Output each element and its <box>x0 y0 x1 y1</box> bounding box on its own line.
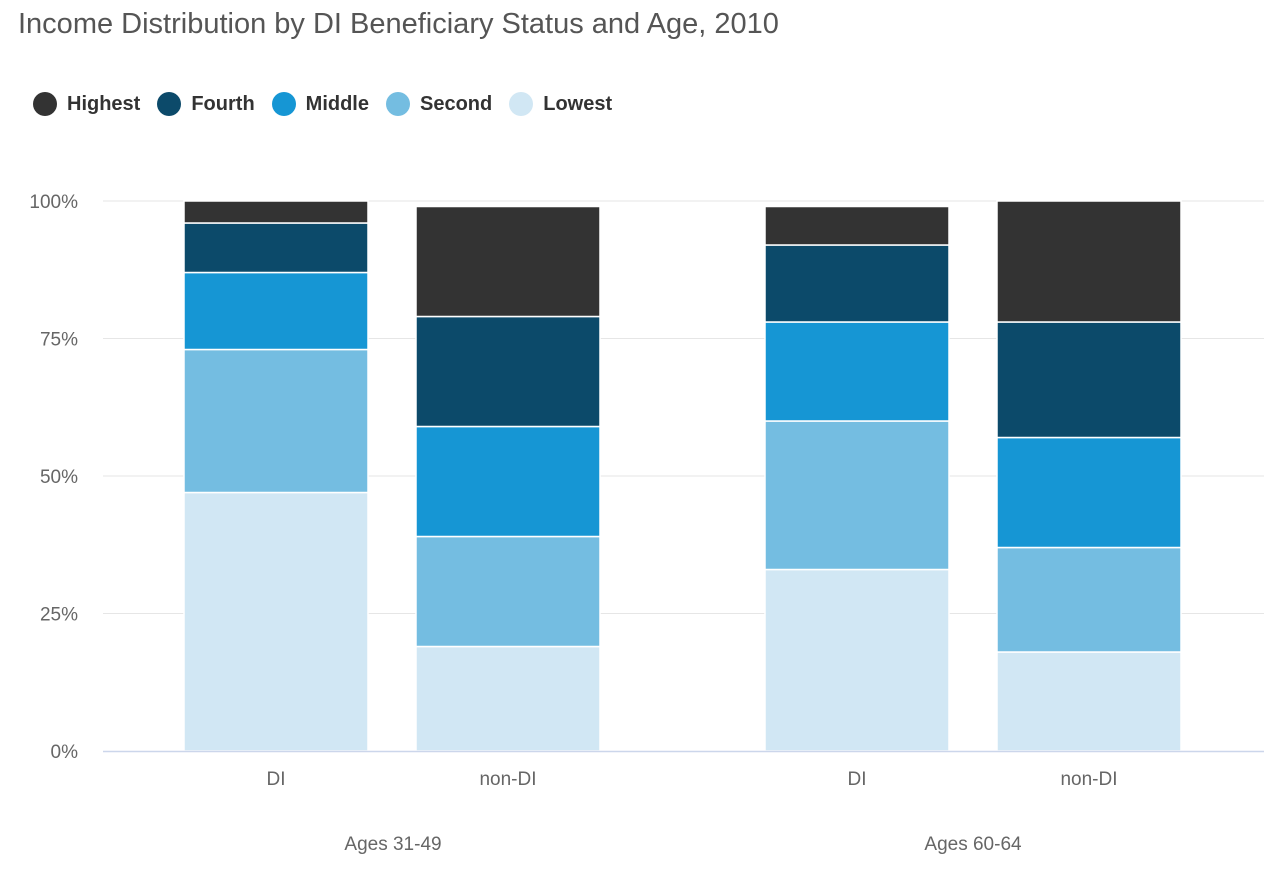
x-tick-label: DI <box>267 769 286 790</box>
bar-segment-highest <box>996 200 1182 323</box>
y-tick-label: 50% <box>40 467 78 488</box>
y-tick-label: 25% <box>40 605 78 626</box>
legend: Highest Fourth Middle Second Lowest <box>33 92 629 116</box>
legend-item-second[interactable]: Second <box>386 92 492 116</box>
x-group-label: Ages 31-49 <box>344 834 441 855</box>
legend-label-second: Second <box>420 92 493 115</box>
legend-label-highest: Highest <box>67 92 141 115</box>
chart-title: Income Distribution by DI Beneficiary St… <box>18 8 779 40</box>
bar-segment-middle <box>764 321 950 422</box>
legend-swatch-highest <box>33 92 57 116</box>
y-tick-label: 75% <box>40 330 78 351</box>
bar-segment-second <box>764 420 950 571</box>
bar-segment-highest <box>415 205 601 318</box>
legend-swatch-fourth <box>157 92 182 116</box>
bar-segment-highest <box>183 200 369 224</box>
legend-label-lowest: Lowest <box>543 92 613 115</box>
bar-segment-fourth <box>764 244 950 323</box>
bar-segment-middle <box>183 271 369 351</box>
bar-segment-second <box>183 348 369 494</box>
bar-segment-highest <box>764 205 950 246</box>
bar-segment-lowest <box>996 651 1182 752</box>
bar-segment-fourth <box>415 315 601 428</box>
legend-swatch-middle <box>271 92 296 116</box>
legend-label-fourth: Fourth <box>191 92 255 115</box>
legend-swatch-second <box>386 92 410 116</box>
bar-segment-lowest <box>183 491 369 752</box>
y-tick-label: 100% <box>29 192 78 213</box>
legend-item-middle[interactable]: Middle <box>271 92 369 116</box>
bar-segment-fourth <box>183 222 369 274</box>
legend-item-highest[interactable]: Highest <box>33 92 140 116</box>
legend-item-fourth[interactable]: Fourth <box>157 92 255 116</box>
bar-segment-middle <box>415 425 601 538</box>
x-tick-label: non-DI <box>479 769 536 790</box>
bar-segment-lowest <box>415 645 601 752</box>
x-group-label: Ages 60-64 <box>924 834 1022 855</box>
bar-segment-middle <box>996 436 1182 549</box>
bar-segment-fourth <box>996 321 1182 439</box>
x-tick-label: DI <box>848 769 867 790</box>
legend-label-middle: Middle <box>305 92 369 115</box>
bar-segment-lowest <box>764 568 950 752</box>
bar-segment-second <box>415 535 601 648</box>
legend-item-lowest[interactable]: Lowest <box>509 92 612 116</box>
bar-segment-second <box>996 546 1182 653</box>
y-tick-label: 0% <box>51 742 79 763</box>
x-tick-label: non-DI <box>1060 769 1117 790</box>
legend-swatch-lowest <box>509 92 534 116</box>
